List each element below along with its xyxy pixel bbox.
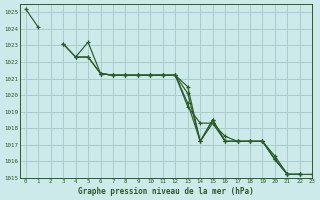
X-axis label: Graphe pression niveau de la mer (hPa): Graphe pression niveau de la mer (hPa)	[78, 187, 254, 196]
